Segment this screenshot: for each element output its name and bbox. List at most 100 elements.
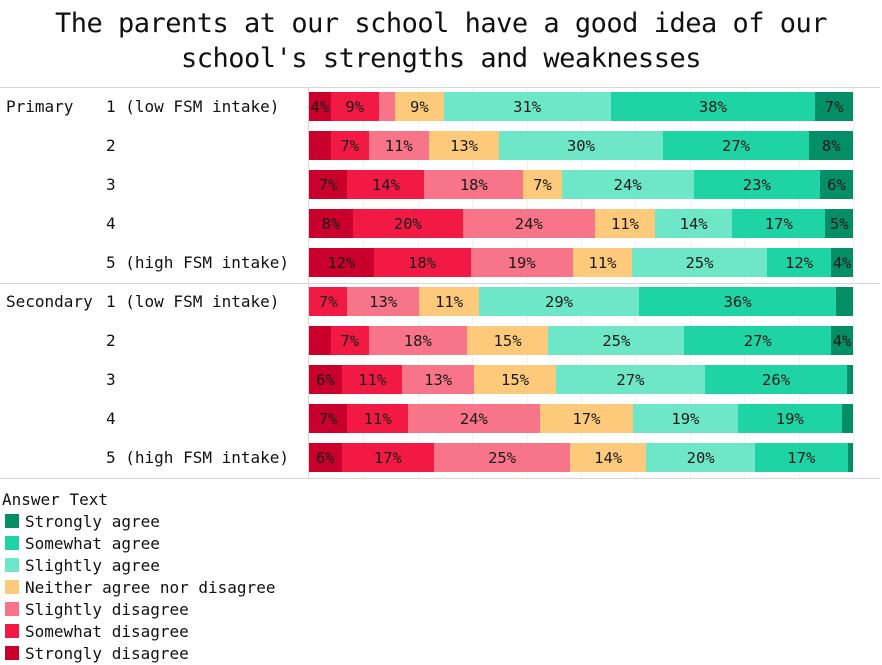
legend-item: Slightly agree <box>2 554 275 576</box>
legend-swatch-icon <box>5 536 19 550</box>
bar-segment-neither-agree-nor-disagree: 17% <box>539 404 634 433</box>
bar-segment-slightly-agree: 27% <box>556 365 705 394</box>
bar-segment-slightly-disagree: 13% <box>402 365 474 394</box>
bar-segment-strongly-agree: 5% <box>825 209 853 238</box>
legend-item: Strongly disagree <box>2 642 275 664</box>
bar-segment-somewhat-disagree: 11% <box>347 404 408 433</box>
legend-label: Strongly agree <box>25 511 160 531</box>
legend-label: Slightly disagree <box>25 599 189 619</box>
gridline <box>526 88 528 478</box>
bar-segment-slightly-agree: 25% <box>548 326 685 355</box>
bar-segment-strongly-agree <box>841 404 853 433</box>
group-label-primary: Primary <box>6 97 74 116</box>
chart-title-line-1: The parents at our school have a good id… <box>54 8 828 39</box>
bar-segment-strongly-disagree: 12% <box>309 248 374 277</box>
bar-segment-slightly-agree: 31% <box>443 92 611 121</box>
bar-segment-slightly-disagree <box>379 92 396 121</box>
gridline <box>581 88 582 478</box>
gridline <box>689 88 691 478</box>
chart-title: The parents at our school have a good id… <box>0 6 882 76</box>
bar-segment-slightly-agree: 24% <box>561 170 694 199</box>
bar-segment-somewhat-disagree: 7% <box>330 326 369 355</box>
bar-segment-strongly-disagree <box>309 326 331 355</box>
stacked-bar: 7% 11% 24% 17% 19% 19% <box>309 404 853 433</box>
gridline <box>798 88 800 478</box>
bar-segment-neither-agree-nor-disagree: 11% <box>418 287 480 316</box>
bar-segment-strongly-disagree: 4% <box>309 92 331 121</box>
row-label: 4 <box>106 214 116 233</box>
stacked-bar: 7% 13% 11% 29% 36% <box>309 287 853 316</box>
bar-segment-slightly-disagree: 24% <box>462 209 595 238</box>
bar-segment-strongly-agree: 4% <box>831 326 853 355</box>
row-label: 5 (high FSM intake) <box>106 448 290 467</box>
row-label: 4 <box>106 409 116 428</box>
bar-segment-strongly-disagree: 7% <box>309 404 348 433</box>
bar-segment-strongly-agree: 6% <box>819 170 853 199</box>
legend-swatch-icon <box>5 624 19 638</box>
legend-swatch-icon <box>5 514 19 528</box>
legend-item: Neither agree nor disagree <box>2 576 275 598</box>
bar-segment-somewhat-agree: 36% <box>638 287 837 316</box>
stacked-bar: 4% 9% 9% 31% 38% 7% <box>309 92 853 121</box>
legend-swatch-icon <box>5 558 19 572</box>
bar-segment-somewhat-agree: 27% <box>662 131 810 160</box>
stacked-bar: 8% 20% 24% 11% 14% 17% 5% <box>309 209 853 238</box>
bar-segment-neither-agree-nor-disagree: 15% <box>466 326 549 355</box>
legend-label: Neither agree nor disagree <box>25 577 276 597</box>
bar-segment-slightly-disagree: 18% <box>424 170 524 199</box>
row-label: 3 <box>106 175 116 194</box>
stacked-bar: 6% 17% 25% 14% 20% 17% <box>309 443 853 472</box>
bar-segment-somewhat-disagree: 18% <box>373 248 471 277</box>
bar-segment-somewhat-agree: 38% <box>610 92 816 121</box>
gridline <box>853 88 854 478</box>
stacked-bar: 12% 18% 19% 11% 25% 12% 4% <box>309 248 853 277</box>
legend: Answer Text Strongly agree Somewhat agree… <box>2 490 275 664</box>
legend-title: Answer Text <box>2 490 108 509</box>
bar-segment-slightly-disagree: 11% <box>368 131 429 160</box>
bar-segment-neither-agree-nor-disagree: 11% <box>594 209 656 238</box>
bar-segment-somewhat-agree: 23% <box>693 170 820 199</box>
bar-segment-somewhat-disagree: 17% <box>341 443 435 472</box>
bar-segment-slightly-disagree: 18% <box>368 326 467 355</box>
legend-label: Somewhat disagree <box>25 621 189 641</box>
legend-swatch-icon <box>5 580 19 594</box>
stacked-bar: 7% 14% 18% 7% 24% 23% 6% <box>309 170 853 199</box>
bar-segment-strongly-agree: 7% <box>815 92 853 121</box>
bar-segment-somewhat-disagree: 14% <box>347 170 425 199</box>
row-label: 2 <box>106 136 116 155</box>
gridline <box>472 88 474 478</box>
bar-segment-strongly-disagree: 7% <box>309 170 348 199</box>
legend-label: Slightly agree <box>25 555 160 575</box>
bar-segment-slightly-disagree: 24% <box>407 404 540 433</box>
bar-segment-slightly-agree: 14% <box>655 209 733 238</box>
row-label: 1 (low FSM intake) <box>106 292 280 311</box>
bar-segment-somewhat-disagree: 11% <box>341 365 403 394</box>
legend-label: Somewhat agree <box>25 533 160 553</box>
bar-segment-slightly-disagree: 25% <box>434 443 571 472</box>
stacked-bar: 7% 18% 15% 25% 27% 4% <box>309 326 853 355</box>
legend-swatch-icon <box>5 602 19 616</box>
bar-segment-slightly-agree: 25% <box>632 248 767 277</box>
bar-segment-somewhat-disagree: 9% <box>330 92 379 121</box>
legend-swatch-icon <box>5 646 19 660</box>
gridline <box>744 88 746 478</box>
plot-area: Primary 1 (low FSM intake) 4% 9% 9% 31% 38% 7% 2… <box>0 87 880 479</box>
row-label: 5 (high FSM intake) <box>106 253 290 272</box>
bar-segment-slightly-disagree: 13% <box>347 287 419 316</box>
stacked-bar: 7% 11% 13% 30% 27% 8% <box>309 131 853 160</box>
bar-segment-slightly-agree: 29% <box>479 287 639 316</box>
bar-segment-somewhat-disagree: 7% <box>309 287 348 316</box>
bar-segment-somewhat-agree: 17% <box>755 443 848 472</box>
stacked-bar: 6% 11% 13% 15% 27% 26% <box>309 365 853 394</box>
bar-segment-strongly-disagree: 6% <box>309 443 342 472</box>
legend-item: Somewhat disagree <box>2 620 275 642</box>
legend-label: Strongly disagree <box>25 643 189 663</box>
bar-segment-slightly-agree: 30% <box>499 131 663 160</box>
bar-segment-neither-agree-nor-disagree: 14% <box>570 443 647 472</box>
bar-segment-strongly-disagree: 8% <box>309 209 353 238</box>
bar-segment-slightly-disagree: 19% <box>470 248 573 277</box>
bar-segment-neither-agree-nor-disagree: 11% <box>572 248 633 277</box>
bar-segment-somewhat-agree: 26% <box>704 365 848 394</box>
bar-segment-somewhat-agree: 19% <box>737 404 842 433</box>
gridline <box>417 88 419 478</box>
